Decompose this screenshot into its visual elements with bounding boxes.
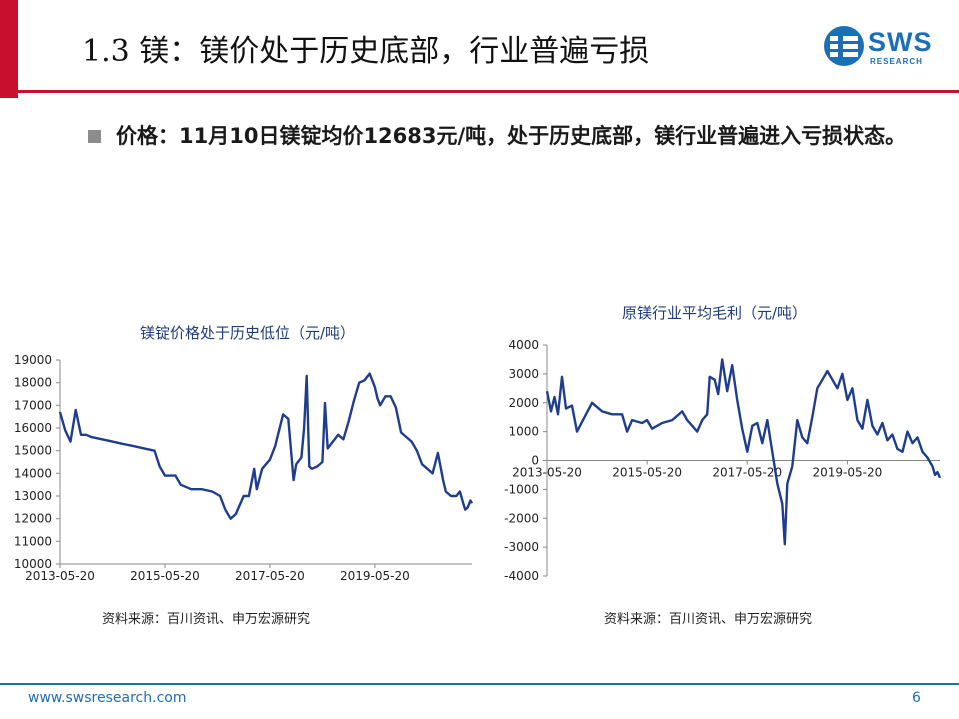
footer-url[interactable]: www.swsresearch.com: [28, 690, 187, 706]
y-tick-label: -3000: [504, 540, 539, 554]
y-tick-label: 11000: [14, 534, 52, 548]
chart-1-source: 资料来源：百川资讯、申万宏源研究: [102, 612, 311, 627]
chart-2-source: 资料来源：百川资讯、申万宏源研究: [604, 612, 813, 627]
y-tick-label: 15000: [14, 444, 52, 458]
y-tick-label: 0: [531, 454, 539, 468]
chart-1-title: 镁锭价格处于历史低位（元/吨）: [140, 324, 356, 342]
series-line: [58, 372, 474, 520]
x-tick-label: 2015-05-20: [612, 466, 682, 480]
x-tick-label: 2015-05-20: [130, 569, 200, 583]
x-tick-label: 2013-05-20: [512, 466, 582, 480]
bullet-text: 价格：11月10日镁锭均价12683元/吨，处于历史底部，镁行业普遍进入亏损状态…: [116, 124, 907, 148]
x-tick-label: 2017-05-20: [235, 569, 305, 583]
page-number: 6: [912, 690, 921, 706]
y-tick-label: -2000: [504, 511, 539, 525]
x-tick-label: 2013-05-20: [25, 569, 95, 583]
bullet-marker: [88, 130, 101, 143]
y-tick-label: 13000: [14, 489, 52, 503]
y-tick-label: 10000: [14, 557, 52, 571]
x-tick-label: 2019-05-20: [813, 466, 883, 480]
footer-divider: [0, 683, 959, 685]
slide-title: 1.3 镁：镁价处于历史底部，行业普遍亏损: [82, 34, 650, 69]
x-tick-label: 2019-05-20: [340, 569, 410, 583]
logo-sub: RESEARCH: [870, 57, 923, 66]
y-tick-label: 14000: [14, 466, 52, 480]
y-tick-label: 3000: [508, 367, 539, 381]
sws-logo: SWS RESEARCH: [822, 24, 942, 70]
y-tick-label: 19000: [14, 353, 52, 367]
y-tick-label: 4000: [508, 338, 539, 352]
y-tick-label: 2000: [508, 396, 539, 410]
chart-2-plot: -4000 -3000 -2000 -1000 0 1000 2000 3000 4000 201…: [504, 338, 942, 583]
y-tick-label: 12000: [14, 512, 52, 526]
y-tick-label: 1000: [508, 425, 539, 439]
header-accent-bar: [0, 0, 18, 98]
series-line: [545, 358, 942, 546]
slide-header: 1.3 镁：镁价处于历史底部，行业普遍亏损: [18, 0, 959, 93]
chart-1-plot: 10000 11000 12000 13000 14000 15000 16000 17000…: [14, 353, 474, 583]
chart-2-title: 原镁行业平均毛利（元/吨）: [622, 304, 808, 322]
y-tick-label: 16000: [14, 421, 52, 435]
y-tick-label: -1000: [504, 482, 539, 496]
logo-name: SWS: [868, 27, 933, 57]
y-tick-label: -4000: [504, 569, 539, 583]
y-tick-label: 18000: [14, 376, 52, 390]
y-tick-label: 17000: [14, 398, 52, 412]
sws-logo-icon: [824, 26, 864, 66]
x-tick-label: 2017-05-20: [712, 466, 782, 480]
